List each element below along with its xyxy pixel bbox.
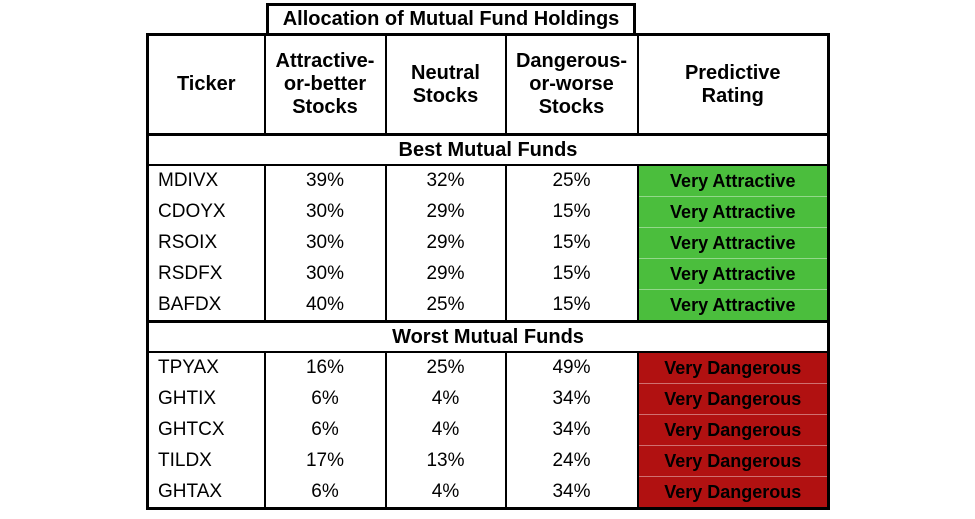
section-header-best: Best Mutual Funds [147,133,829,166]
rating-cell: Very Dangerous [636,476,830,509]
table-row-mdivx: MDIVX 39% 32% 25% Very Attractive [146,164,830,197]
rating-cell: Very Attractive [636,289,830,322]
ticker-cell: TPYAX [146,352,266,384]
dangerous-cell: 15% [504,258,639,290]
neutral-cell: 13% [384,445,507,477]
dangerous-cell: 15% [504,196,639,228]
attractive-cell: 6% [263,383,387,415]
col-header-dangerous: Dangerous- or-worse Stocks [504,34,639,136]
dangerous-cell: 24% [504,445,639,477]
neutral-cell: 4% [384,476,507,509]
attractive-cell: 39% [263,165,387,197]
section-label-best: Best Mutual Funds [147,133,829,166]
ticker-cell: RSDFX [146,258,266,290]
neutral-cell: 29% [384,196,507,228]
col-header-ticker: Ticker [146,34,266,136]
table-row-bafdx: BAFDX 40% 25% 15% Very Attractive [146,289,830,322]
table-row-tpyax: TPYAX 16% 25% 49% Very Dangerous [146,351,830,384]
neutral-cell: 29% [384,258,507,290]
rating-cell: Very Dangerous [636,445,830,477]
col-header-attractive: Attractive- or-better Stocks [263,34,387,136]
rating-cell: Very Attractive [636,196,830,228]
attractive-cell: 30% [263,196,387,228]
rating-cell: Very Dangerous [636,414,830,446]
attractive-cell: 40% [263,289,387,322]
ticker-cell: GHTCX [146,414,266,446]
neutral-cell: 4% [384,383,507,415]
neutral-cell: 25% [384,289,507,322]
table-row-ghtix: GHTIX 6% 4% 34% Very Dangerous [146,383,830,415]
attractive-cell: 17% [263,445,387,477]
rating-cell: Very Dangerous [636,383,830,415]
table-row-ghtax: GHTAX 6% 4% 34% Very Dangerous [146,476,830,509]
table-row-tildx: TILDX 17% 13% 24% Very Dangerous [146,445,830,477]
attractive-cell: 6% [263,476,387,509]
col-header-rating: Predictive Rating [636,34,830,136]
section-header-worst: Worst Mutual Funds [147,320,829,353]
dangerous-cell: 15% [504,289,639,322]
attractive-cell: 30% [263,258,387,290]
neutral-cell: 4% [384,414,507,446]
table-row-cdoyx: CDOYX 30% 29% 15% Very Attractive [146,196,830,228]
section-label-worst: Worst Mutual Funds [147,320,829,353]
table-row-rsoix: RSOIX 30% 29% 15% Very Attractive [146,227,830,259]
header-row: Ticker Attractive- or-better Stocks Neut… [146,34,830,136]
neutral-cell: 25% [384,352,507,384]
ticker-cell: BAFDX [146,289,266,322]
dangerous-cell: 49% [504,352,639,384]
attractive-cell: 16% [263,352,387,384]
ticker-cell: RSOIX [146,227,266,259]
ticker-cell: GHTAX [146,476,266,509]
table-row-rsdfx: RSDFX 30% 29% 15% Very Attractive [146,258,830,290]
table-title: Allocation of Mutual Fund Holdings [266,3,636,33]
table-row-ghtcx: GHTCX 6% 4% 34% Very Dangerous [146,414,830,446]
rating-cell: Very Dangerous [636,351,830,384]
attractive-cell: 6% [263,414,387,446]
dangerous-cell: 15% [504,227,639,259]
neutral-cell: 29% [384,227,507,259]
rating-cell: Very Attractive [636,227,830,259]
table-title-text: Allocation of Mutual Fund Holdings [282,8,620,30]
ticker-cell: MDIVX [146,165,266,197]
dangerous-cell: 34% [504,414,639,446]
rating-cell: Very Attractive [636,164,830,197]
col-header-neutral: Neutral Stocks [384,34,507,136]
dangerous-cell: 34% [504,383,639,415]
ticker-cell: TILDX [146,445,266,477]
dangerous-cell: 34% [504,476,639,509]
attractive-cell: 30% [263,227,387,259]
fund-table: Ticker Attractive- or-better Stocks Neut… [146,33,830,510]
neutral-cell: 32% [384,165,507,197]
dangerous-cell: 25% [504,165,639,197]
rating-cell: Very Attractive [636,258,830,290]
ticker-cell: GHTIX [146,383,266,415]
ticker-cell: CDOYX [146,196,266,228]
mutual-fund-holdings-table: Allocation of Mutual Fund Holdings Ticke… [146,3,830,510]
